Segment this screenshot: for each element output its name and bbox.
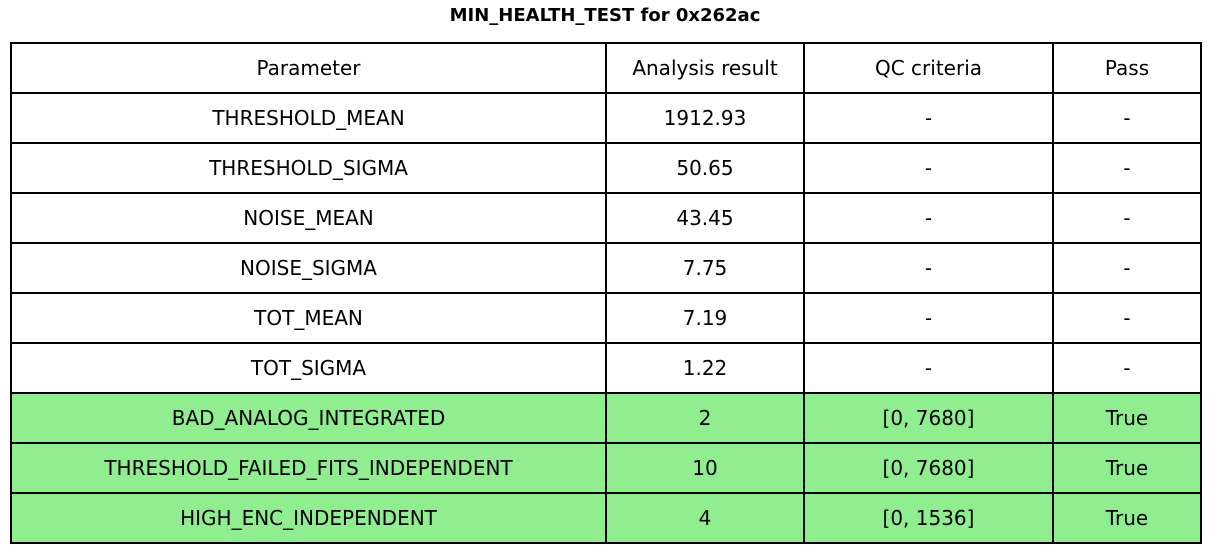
table-row: TOT_SIGMA 1.22 - -: [10, 342, 1202, 394]
header-cell-analysis-result: Analysis result: [605, 42, 805, 94]
parameter-cell: THRESHOLD_MEAN: [10, 92, 607, 144]
pass-cell: -: [1052, 192, 1202, 244]
table-header-row: Parameter Analysis result QC criteria Pa…: [10, 42, 1202, 94]
table-row: TOT_MEAN 7.19 - -: [10, 292, 1202, 344]
pass-cell: True: [1052, 442, 1202, 494]
table-row: THRESHOLD_SIGMA 50.65 - -: [10, 142, 1202, 194]
table-row: HIGH_ENC_INDEPENDENT 4 [0, 1536] True: [10, 492, 1202, 544]
pass-cell: -: [1052, 292, 1202, 344]
qc-criteria-cell: -: [803, 142, 1054, 194]
pass-cell: -: [1052, 92, 1202, 144]
parameter-cell: HIGH_ENC_INDEPENDENT: [10, 492, 607, 544]
qc-criteria-cell: -: [803, 242, 1054, 294]
pass-cell: True: [1052, 492, 1202, 544]
qc-criteria-cell: -: [803, 292, 1054, 344]
analysis-result-cell: 1912.93: [605, 92, 805, 144]
analysis-result-cell: 4: [605, 492, 805, 544]
analysis-result-cell: 1.22: [605, 342, 805, 394]
table-row: THRESHOLD_FAILED_FITS_INDEPENDENT 10 [0,…: [10, 442, 1202, 494]
qc-criteria-cell: [0, 1536]: [803, 492, 1054, 544]
header-cell-pass: Pass: [1052, 42, 1202, 94]
pass-cell: True: [1052, 392, 1202, 444]
qc-criteria-cell: -: [803, 342, 1054, 394]
analysis-result-cell: 43.45: [605, 192, 805, 244]
analysis-result-cell: 10: [605, 442, 805, 494]
pass-cell: -: [1052, 242, 1202, 294]
table-row: THRESHOLD_MEAN 1912.93 - -: [10, 92, 1202, 144]
page-title: MIN_HEALTH_TEST for 0x262ac: [449, 5, 761, 26]
qc-criteria-cell: -: [803, 92, 1054, 144]
qc-criteria-cell: [0, 7680]: [803, 442, 1054, 494]
parameter-cell: NOISE_SIGMA: [10, 242, 607, 294]
table-row: NOISE_SIGMA 7.75 - -: [10, 242, 1202, 294]
analysis-result-cell: 2: [605, 392, 805, 444]
parameter-cell: THRESHOLD_FAILED_FITS_INDEPENDENT: [10, 442, 607, 494]
qc-criteria-cell: [0, 7680]: [803, 392, 1054, 444]
header-cell-qc-criteria: QC criteria: [803, 42, 1054, 94]
parameter-cell: TOT_SIGMA: [10, 342, 607, 394]
table-row: BAD_ANALOG_INTEGRATED 2 [0, 7680] True: [10, 392, 1202, 444]
qc-criteria-cell: -: [803, 192, 1054, 244]
analysis-result-cell: 50.65: [605, 142, 805, 194]
table-row: NOISE_MEAN 43.45 - -: [10, 192, 1202, 244]
analysis-result-cell: 7.19: [605, 292, 805, 344]
pass-cell: -: [1052, 142, 1202, 194]
analysis-result-cell: 7.75: [605, 242, 805, 294]
parameter-cell: BAD_ANALOG_INTEGRATED: [10, 392, 607, 444]
parameter-cell: TOT_MEAN: [10, 292, 607, 344]
qc-results-table: Parameter Analysis result QC criteria Pa…: [10, 42, 1202, 544]
parameter-cell: NOISE_MEAN: [10, 192, 607, 244]
header-cell-parameter: Parameter: [10, 42, 607, 94]
pass-cell: -: [1052, 342, 1202, 394]
parameter-cell: THRESHOLD_SIGMA: [10, 142, 607, 194]
